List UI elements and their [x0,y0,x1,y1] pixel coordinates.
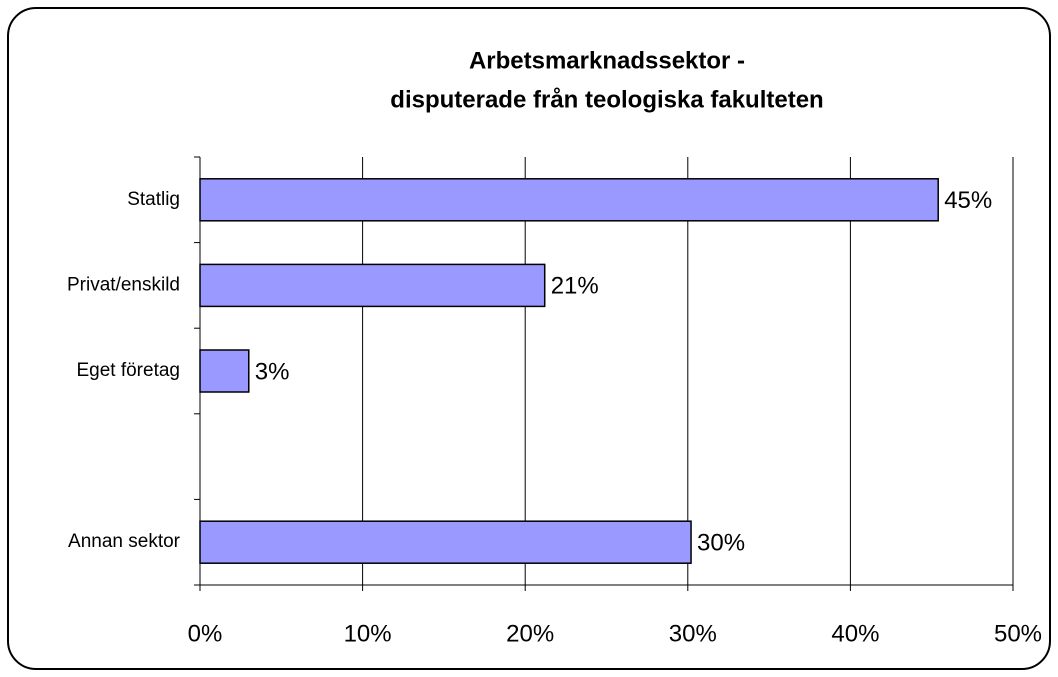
chart-title: Arbetsmarknadssektor - [469,47,745,74]
y-tick-label: Statlig [127,189,180,210]
x-tick-label: 30% [669,620,717,647]
x-tick-label: 0% [188,620,223,647]
chart-title: disputerade från teologiska fakulteten [390,86,823,113]
y-tick-label: Eget företag [76,360,180,381]
bar [199,349,250,393]
x-tick-label: 20% [506,620,554,647]
value-label: 3% [255,358,290,385]
y-tick-label: Privat/enskild [67,274,180,295]
bar [199,520,692,564]
x-tick-label: 40% [831,620,879,647]
x-tick-label: 50% [994,620,1042,647]
value-label: 30% [697,530,745,557]
x-tick-label: 10% [344,620,392,647]
bar [199,263,546,308]
bar [199,178,939,222]
value-label: 45% [944,187,992,214]
y-tick-label: Annan sektor [68,531,181,552]
value-label: 21% [551,273,599,300]
chart-frame [7,7,1051,670]
